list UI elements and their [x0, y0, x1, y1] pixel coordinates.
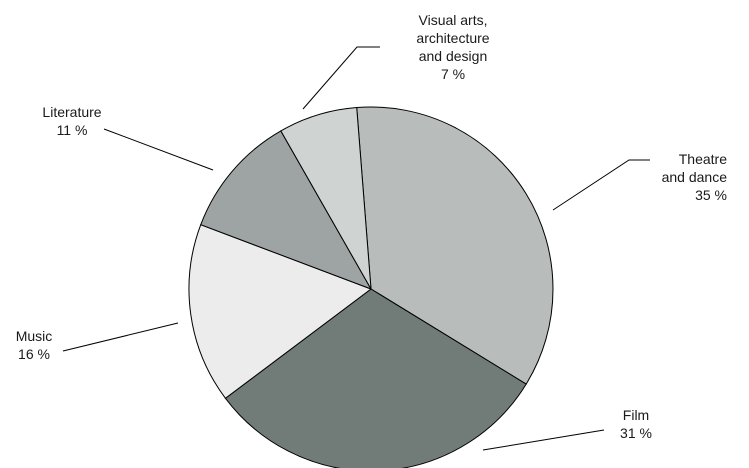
slice-category-label: architecture	[416, 30, 489, 46]
slice-category-label: Music	[16, 328, 53, 344]
slice-category-label: Visual arts,	[419, 12, 488, 28]
pie-slice-literature	[200, 130, 373, 290]
leader-line-film	[482, 429, 605, 451]
slice-label-film: Film 31 %	[620, 407, 652, 441]
leader-line-theatre	[552, 159, 650, 211]
slice-value-label: 11 %	[57, 122, 88, 138]
slice-value-label: 31 %	[620, 425, 652, 441]
slice-label-music: Music 16 %	[16, 328, 53, 362]
leader-line-literature	[103, 128, 214, 171]
leader-line-visual-arts	[302, 46, 380, 110]
leader-line-music	[62, 322, 179, 352]
slice-label-literature: Literature 11 %	[42, 104, 101, 138]
pie-slice-music	[188, 224, 373, 399]
slice-category-label: Film	[623, 407, 649, 423]
pie-slice-visual-arts	[280, 107, 372, 290]
slice-value-label: 16 %	[18, 346, 50, 362]
slice-value-label: 7 %	[441, 66, 465, 82]
slice-category-label: and design	[419, 48, 488, 64]
pie-slice-film	[224, 288, 527, 468]
pie-slice-theatre	[356, 106, 554, 385]
slice-category-label: and dance	[662, 169, 728, 185]
slice-label-theatre: Theatre and dance 35 %	[662, 151, 728, 203]
slice-label-visual-arts: Visual arts, architecture and design 7 %	[416, 12, 489, 82]
slice-category-label: Theatre	[679, 151, 727, 167]
slice-value-label: 35 %	[695, 187, 727, 203]
slice-category-label: Literature	[42, 104, 101, 120]
